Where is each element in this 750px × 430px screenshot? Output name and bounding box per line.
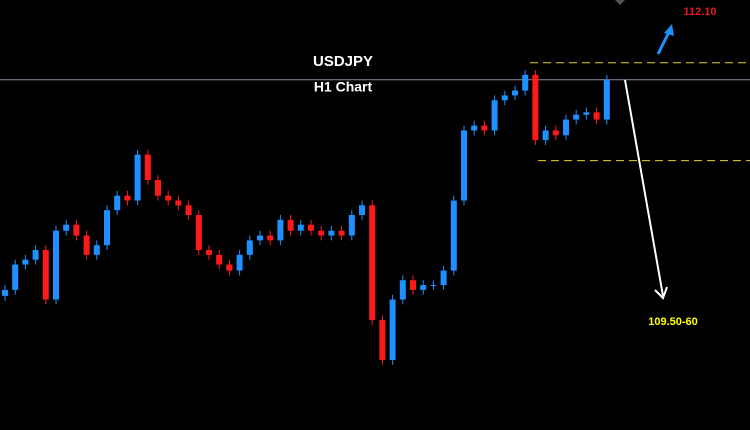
candle-body <box>379 320 386 360</box>
candle-body <box>73 224 80 236</box>
candle-body <box>471 125 478 131</box>
target-down-label: 109.50-60 <box>648 316 698 328</box>
candle-body <box>32 250 39 260</box>
candle-body <box>461 130 467 201</box>
down-arrow <box>624 79 664 297</box>
candle-body <box>267 235 274 241</box>
candle-body <box>389 299 396 360</box>
candle-body <box>195 215 202 251</box>
candle-body <box>236 254 243 271</box>
candle-body <box>165 195 172 201</box>
candle-body <box>593 112 600 120</box>
candle-body <box>63 224 70 231</box>
candle-body <box>22 259 29 265</box>
candle-body <box>552 130 559 136</box>
candle-body <box>2 289 8 296</box>
candle-body <box>53 230 59 300</box>
candle-body <box>257 235 263 241</box>
candle-body <box>491 100 498 131</box>
chart-title: USDJPY <box>313 53 373 70</box>
candle-body <box>93 245 100 255</box>
candle-body <box>155 179 161 196</box>
candle-body <box>573 114 580 120</box>
candle-body <box>114 195 121 211</box>
candle-body <box>144 154 151 180</box>
candle-body <box>12 264 19 290</box>
candle-body <box>542 130 549 141</box>
candle-body <box>216 254 223 265</box>
scroll-marker <box>615 0 625 5</box>
candle-body <box>124 195 131 201</box>
candle-body <box>359 205 365 215</box>
candle-body <box>338 230 345 236</box>
candle-body <box>134 154 141 201</box>
candle-body <box>308 224 314 231</box>
down-arrow-head <box>654 286 668 300</box>
candle-body <box>226 264 233 271</box>
candle-body <box>246 240 253 255</box>
candle-body <box>512 90 518 96</box>
candle-body <box>104 210 110 246</box>
candle-body <box>440 270 447 286</box>
candle-body <box>206 250 212 255</box>
candle-body <box>563 119 569 136</box>
candle-body <box>501 95 508 101</box>
candle-body <box>420 285 427 290</box>
candle-body <box>410 280 416 290</box>
candle-body <box>318 230 325 236</box>
candle-body <box>175 200 182 206</box>
candle-body <box>277 219 284 241</box>
candle-body <box>532 74 539 141</box>
candle-body <box>430 285 437 287</box>
candle-body <box>297 224 304 231</box>
candle-body <box>603 79 610 120</box>
candle-body <box>399 280 406 300</box>
candle-body <box>450 200 457 271</box>
up-arrow-head <box>664 24 674 36</box>
candle-body <box>522 74 529 91</box>
target-up-label: 112.10 <box>683 6 716 18</box>
candle-body <box>348 215 355 236</box>
chart-subtitle: H1 Chart <box>314 79 373 95</box>
candle-body <box>328 230 335 236</box>
candle-body <box>42 250 49 300</box>
marks <box>0 62 750 365</box>
candle-body <box>481 125 488 131</box>
candle-body <box>83 235 90 255</box>
candle-body <box>185 205 192 215</box>
candle-body <box>287 219 294 231</box>
candle-body <box>369 205 376 321</box>
candle-body <box>583 112 590 115</box>
